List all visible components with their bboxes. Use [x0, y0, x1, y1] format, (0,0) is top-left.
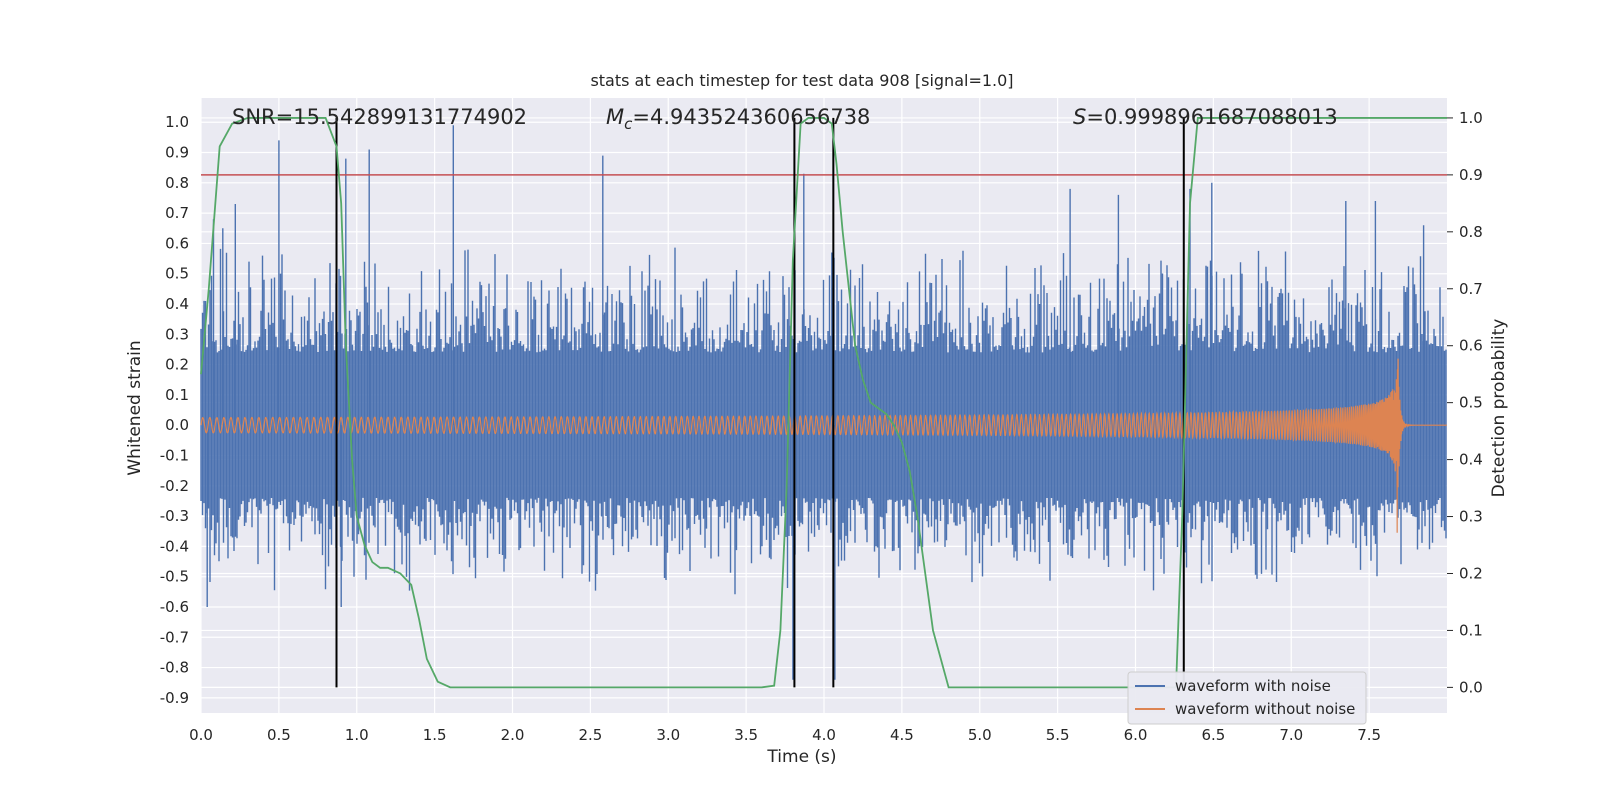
chirp-mass-symbol: M	[606, 105, 624, 129]
chirp-mass-subscript: c	[624, 115, 633, 133]
legend-label-clean: waveform without noise	[1175, 700, 1355, 718]
y2-tick-label: 0.3	[1459, 508, 1483, 526]
y2-tick-label: 0.7	[1459, 280, 1483, 298]
x-tick-label: 7.0	[1279, 726, 1303, 744]
y-tick-label: 0.7	[165, 204, 189, 222]
x-tick-label: 6.5	[1201, 726, 1225, 744]
clean-strain-trace	[200, 358, 1447, 533]
overlay-lines	[200, 117, 1447, 689]
y2-tick-label: 0.1	[1459, 621, 1483, 639]
y-tick-label: -0.7	[160, 628, 189, 646]
y2-tick-label: 0.9	[1459, 166, 1483, 184]
y-tick-label: -0.4	[160, 537, 189, 555]
score-value: =0.9998961687088013	[1086, 105, 1337, 129]
y-tick-label: 0.2	[165, 356, 189, 374]
snr-annotation: SNR=15.542899131774902	[232, 105, 527, 129]
y2-tick-label: 0.0	[1459, 678, 1483, 696]
legend-box	[1127, 671, 1367, 725]
x-tick-label: 4.5	[890, 726, 914, 744]
chirp-mass-value: =4.943524360656738	[632, 105, 870, 129]
legend: waveform with noise waveform without noi…	[1127, 671, 1367, 725]
x-tick-label: 3.5	[734, 726, 758, 744]
y-tick-label: 0.3	[165, 325, 189, 343]
x-tick-label: 0.0	[189, 726, 213, 744]
chart-title: stats at each timestep for test data 908…	[590, 71, 1013, 90]
y-axis-label: Whitened strain	[125, 340, 145, 475]
y2-tick-label: 0.2	[1459, 564, 1483, 582]
y-tick-label: -0.6	[160, 598, 189, 616]
waveform-without-noise	[200, 358, 1447, 533]
y-tick-label: -0.2	[160, 477, 189, 495]
y-tick-label: -0.1	[160, 446, 189, 464]
x-tick-label: 3.0	[656, 726, 680, 744]
detection-probability-line	[200, 117, 1447, 689]
x-tick-label: 2.0	[501, 726, 525, 744]
y-tick-label: 0.1	[165, 386, 189, 404]
x-tick-label: 7.5	[1357, 726, 1381, 744]
y-tick-label: -0.3	[160, 507, 189, 525]
y-tick-label: 0.9	[165, 144, 189, 162]
y-tick-label: -0.9	[160, 689, 189, 707]
y2-tick-label: 0.5	[1459, 394, 1483, 412]
x-tick-label: 5.0	[968, 726, 992, 744]
y-tick-label: -0.5	[160, 568, 189, 586]
y-tick-label: 0.8	[165, 174, 189, 192]
x-tick-label: 5.5	[1046, 726, 1070, 744]
x-tick-label: 1.5	[423, 726, 447, 744]
tick-labels: 0.0 0.5 1.0 1.5 2.0 2.5 3.0 3.5 4.0 4.5 5.0 5.5 6.0 6…	[160, 109, 1483, 744]
x-tick-label: 2.5	[578, 726, 602, 744]
y-tick-label: 0.0	[165, 416, 189, 434]
x-tick-label: 4.0	[812, 726, 836, 744]
y-tick-label: 0.6	[165, 234, 189, 252]
y2-axis-label: Detection probability	[1489, 319, 1509, 498]
y2-tick-label: 0.6	[1459, 337, 1483, 355]
chirp-mass-annotation: Mc=4.943524360656738	[606, 105, 870, 133]
x-tick-label: 1.0	[345, 726, 369, 744]
y-tick-label: -0.8	[160, 659, 189, 677]
y2-tick-label: 0.8	[1459, 223, 1483, 241]
y-tick-label: 0.4	[165, 295, 189, 313]
score-symbol: S	[1073, 105, 1086, 129]
x-axis-label: Time (s)	[766, 747, 836, 767]
x-tick-label: 6.0	[1124, 726, 1148, 744]
x-tick-label: 0.5	[267, 726, 291, 744]
y-tick-label: 1.0	[165, 113, 189, 131]
y2-tick-label: 0.4	[1459, 451, 1483, 469]
y-tick-label: 0.5	[165, 265, 189, 283]
legend-label-noise: waveform with noise	[1175, 677, 1331, 695]
y2-tick-label: 1.0	[1459, 109, 1483, 127]
score-annotation: S=0.9998961687088013	[1073, 105, 1338, 129]
